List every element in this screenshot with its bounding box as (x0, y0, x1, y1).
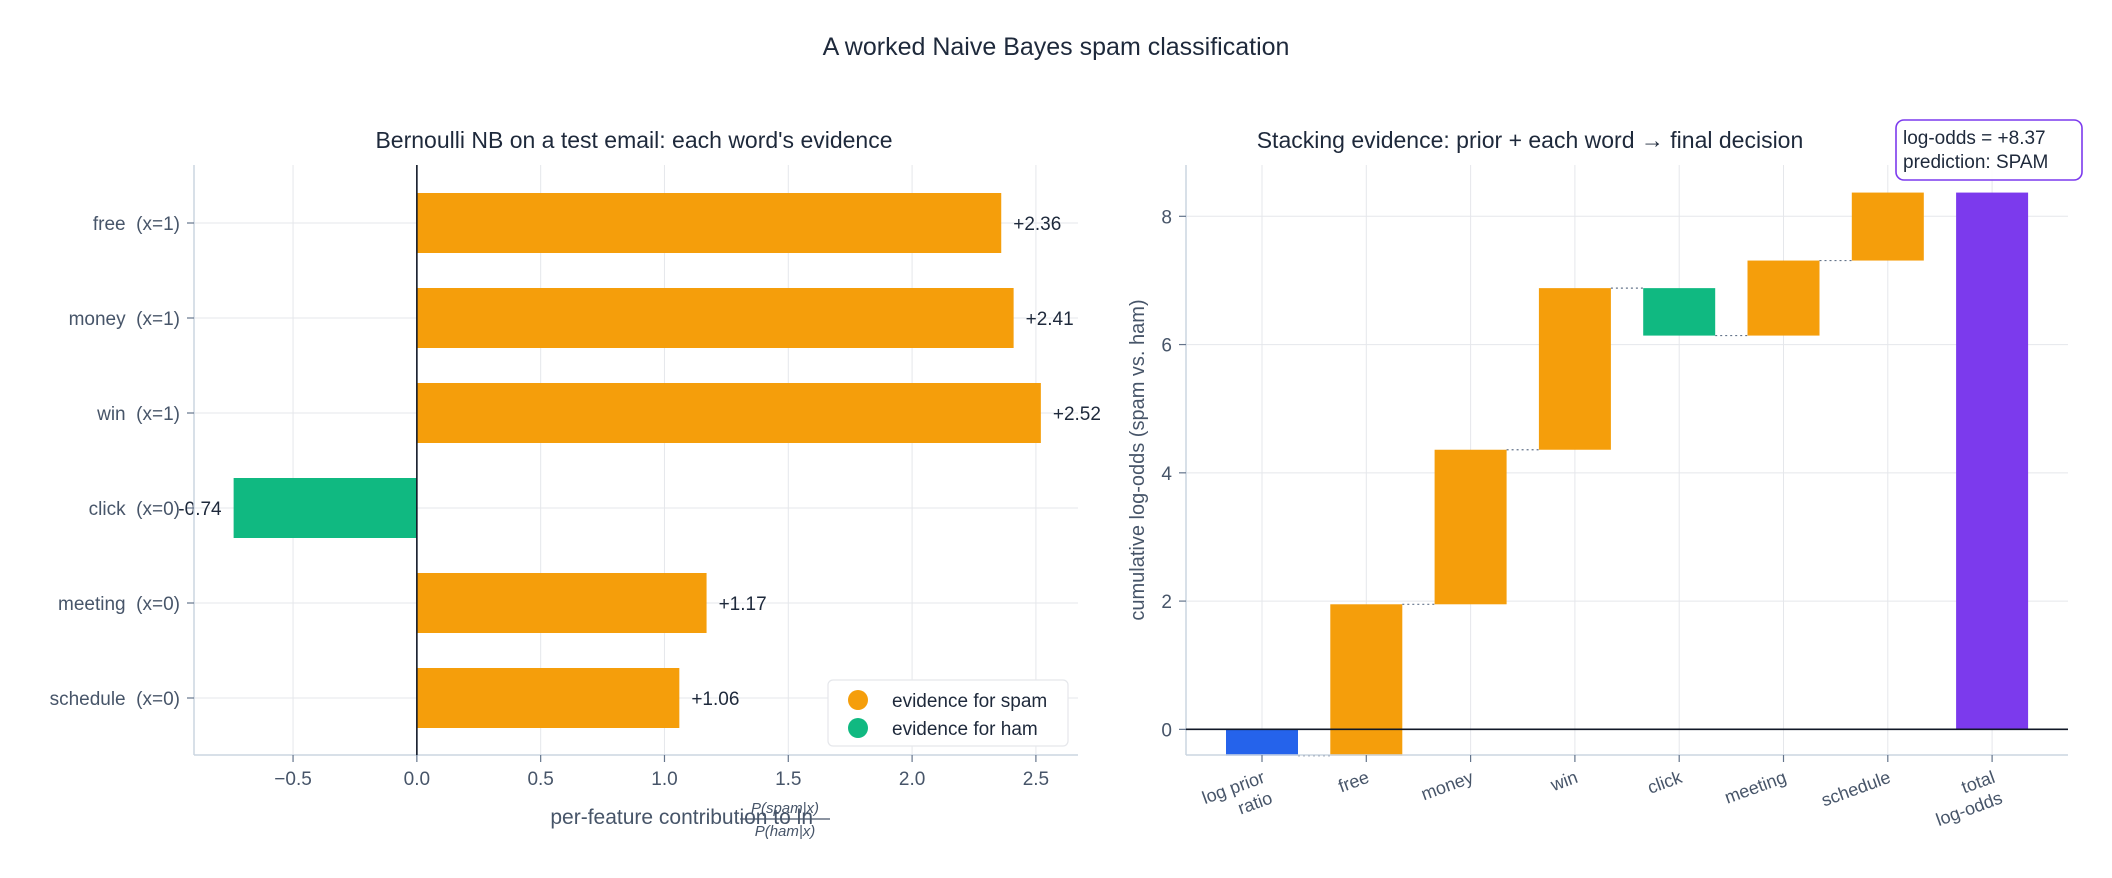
right-grid (1186, 165, 2068, 755)
waterfall-bar (1538, 288, 1611, 450)
left-x-axis-label-numerator: P(spam|x) (751, 800, 819, 817)
right-x-tick-label: click (1645, 767, 1686, 798)
evidence-bar-chart: Bernoulli NB on a test email: each word'… (50, 127, 1101, 840)
tick-label-line: click (1645, 767, 1686, 798)
waterfall-bar (1851, 192, 1924, 261)
bar-value-label: +1.17 (719, 594, 767, 615)
right-x-tick-label: free (1336, 767, 1372, 796)
waterfall-bar (1643, 288, 1716, 336)
waterfall-bar (1330, 604, 1403, 756)
annotation-line: prediction: SPAM (1903, 152, 2048, 173)
legend-label: evidence for spam (892, 691, 1047, 712)
bar-value-label: -0.74 (178, 499, 222, 520)
right-y-tick-label: 8 (1161, 207, 1172, 228)
waterfall-chart: Stacking evidence: prior + each word → f… (1127, 119, 2083, 830)
annotation-line: log-odds = +8.37 (1903, 128, 2046, 149)
tick-label-line: free (1336, 767, 1372, 796)
bar-value-label: +2.41 (1026, 309, 1074, 330)
legend-box (827, 679, 1069, 747)
left-y-tick-label: money (x=1) (69, 309, 180, 330)
right-x-tick-label: win (1547, 767, 1580, 795)
evidence-bar (416, 193, 1002, 253)
tick-label-line: money (1418, 767, 1476, 804)
annotation-box (1895, 119, 2083, 181)
left-y-tick-label: schedule (x=0) (50, 689, 180, 710)
right-bars (1226, 192, 2029, 757)
right-y-tick-label: 2 (1161, 592, 1172, 613)
total-bar (1956, 192, 2029, 730)
evidence-bar (233, 478, 417, 538)
evidence-bar (416, 288, 1014, 348)
evidence-bar (416, 573, 707, 633)
legend-label: evidence for ham (892, 719, 1038, 740)
waterfall-bar (1226, 729, 1298, 756)
left-y-tick-label: click (x=0) (89, 499, 180, 520)
bar-value-label: +2.36 (1013, 214, 1061, 235)
figure-title: A worked Naive Bayes spam classification (823, 33, 1290, 61)
bar-value-label: +2.52 (1053, 404, 1101, 425)
tick-label-line: win (1547, 767, 1580, 795)
legend: evidence for spam evidence for ham (827, 679, 1069, 747)
left-x-axis-label-denominator: P(ham|x) (755, 823, 816, 840)
evidence-bar (416, 383, 1041, 443)
prediction-annotation: log-odds = +8.37 prediction: SPAM (1895, 119, 2083, 181)
right-x-tick-label: log priorratio (1199, 767, 1274, 829)
left-x-tick-label: 1.0 (651, 769, 677, 790)
legend-marker (848, 718, 868, 738)
left-x-tick-label: 1.5 (775, 769, 801, 790)
left-x-tick-label: 0.5 (527, 769, 553, 790)
left-y-tick-label: meeting (x=0) (58, 594, 180, 615)
bar-value-label: +1.06 (691, 689, 739, 710)
right-chart-title: Stacking evidence: prior + each word → f… (1257, 127, 1804, 153)
left-y-tick-label: free (x=1) (93, 214, 180, 235)
right-y-axis-label: cumulative log-odds (spam vs. ham) (1127, 299, 1149, 620)
left-x-tick-label: 0.0 (404, 769, 430, 790)
left-x-axis-label: per-feature contribution to ln P(spam|x)… (550, 800, 830, 840)
left-x-tick-label: −0.5 (274, 769, 312, 790)
left-grid (194, 165, 1078, 755)
left-y-tick-label: win (x=1) (96, 404, 180, 425)
right-x-tick-label: money (1418, 767, 1476, 804)
tick-label-line: schedule (1819, 767, 1894, 810)
waterfall-bar (1747, 260, 1820, 336)
tick-label-line: meeting (1722, 767, 1789, 808)
legend-marker (848, 690, 868, 710)
left-x-axis-label-text: per-feature contribution to ln (550, 806, 813, 829)
left-bars: +2.36 +2.41 +2.52 -0.74 +1.17 +1.06 (178, 193, 1101, 728)
right-y-tick-label: 4 (1161, 464, 1172, 485)
right-x-tick-label: schedule (1819, 767, 1894, 810)
left-axes: −0.5 0.0 0.5 1.0 1.5 2.0 2.5 free (x=1) money (x… (50, 165, 1078, 790)
right-axes: 0 2 4 6 8 log priorratio free money win click meet… (1161, 165, 2068, 830)
right-x-tick-label: totallog-odds (1926, 767, 2005, 830)
waterfall-bar (1434, 449, 1507, 605)
right-y-tick-label: 0 (1161, 720, 1172, 741)
evidence-bar (416, 668, 680, 728)
right-x-tick-label: meeting (1722, 767, 1789, 808)
left-x-tick-label: 2.0 (899, 769, 925, 790)
left-chart-title: Bernoulli NB on a test email: each word'… (375, 127, 892, 153)
left-x-tick-label: 2.5 (1023, 769, 1049, 790)
right-y-tick-label: 6 (1161, 336, 1172, 357)
